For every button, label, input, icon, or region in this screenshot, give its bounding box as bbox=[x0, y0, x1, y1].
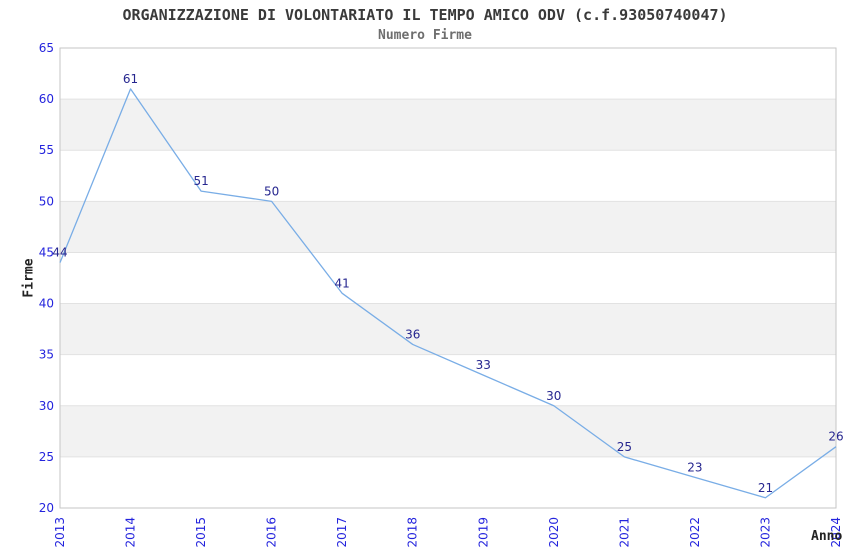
plot-band bbox=[60, 405, 836, 457]
x-tick-label: 2019 bbox=[476, 517, 490, 548]
x-axis-title: Anno bbox=[811, 529, 843, 544]
y-tick-label: 55 bbox=[39, 143, 54, 157]
data-point-label: 30 bbox=[546, 389, 561, 403]
x-tick-label: 2022 bbox=[688, 517, 702, 548]
plot-band bbox=[60, 201, 836, 253]
y-tick-label: 35 bbox=[39, 348, 54, 362]
data-point-label: 23 bbox=[687, 460, 702, 474]
x-tick-label: 2014 bbox=[124, 517, 138, 548]
chart-title: ORGANIZZAZIONE DI VOLONTARIATO IL TEMPO … bbox=[122, 6, 728, 24]
data-point-label: 33 bbox=[476, 358, 491, 372]
chart-subtitle: Numero Firme bbox=[378, 28, 472, 43]
y-tick-label: 45 bbox=[39, 245, 54, 259]
x-tick-label: 2024 bbox=[829, 517, 843, 548]
data-point-label: 21 bbox=[758, 481, 773, 495]
x-tick-label: 2023 bbox=[758, 517, 772, 548]
data-line bbox=[59, 88, 837, 499]
plot-band bbox=[60, 99, 836, 151]
data-point-label: 26 bbox=[828, 430, 843, 444]
x-tick-label: 2017 bbox=[335, 517, 349, 548]
y-tick-label: 60 bbox=[39, 92, 54, 106]
x-tick-label: 2020 bbox=[547, 517, 561, 548]
data-point-label: 36 bbox=[405, 327, 420, 341]
x-tick-label: 2021 bbox=[617, 517, 631, 548]
y-tick-label: 50 bbox=[39, 194, 54, 208]
data-point-label: 61 bbox=[123, 72, 138, 86]
x-tick-label: 2016 bbox=[265, 517, 279, 548]
y-tick-label: 20 bbox=[39, 501, 54, 515]
y-tick-label: 65 bbox=[39, 41, 54, 55]
y-tick-label: 25 bbox=[39, 450, 54, 464]
data-point-label: 51 bbox=[193, 174, 208, 188]
x-tick-label: 2018 bbox=[406, 517, 420, 548]
y-tick-label: 30 bbox=[39, 399, 54, 413]
data-point-label: 50 bbox=[264, 184, 279, 198]
data-point-label: 41 bbox=[335, 276, 350, 290]
y-tick-label: 40 bbox=[39, 297, 54, 311]
x-tick-label: 2013 bbox=[53, 517, 67, 548]
data-point-label: 44 bbox=[52, 246, 67, 260]
plot-border bbox=[59, 47, 837, 509]
x-tick-label: 2015 bbox=[194, 517, 208, 548]
data-point-label: 25 bbox=[617, 440, 632, 454]
plot-band bbox=[60, 303, 836, 355]
y-axis-title: Firme bbox=[21, 258, 37, 298]
